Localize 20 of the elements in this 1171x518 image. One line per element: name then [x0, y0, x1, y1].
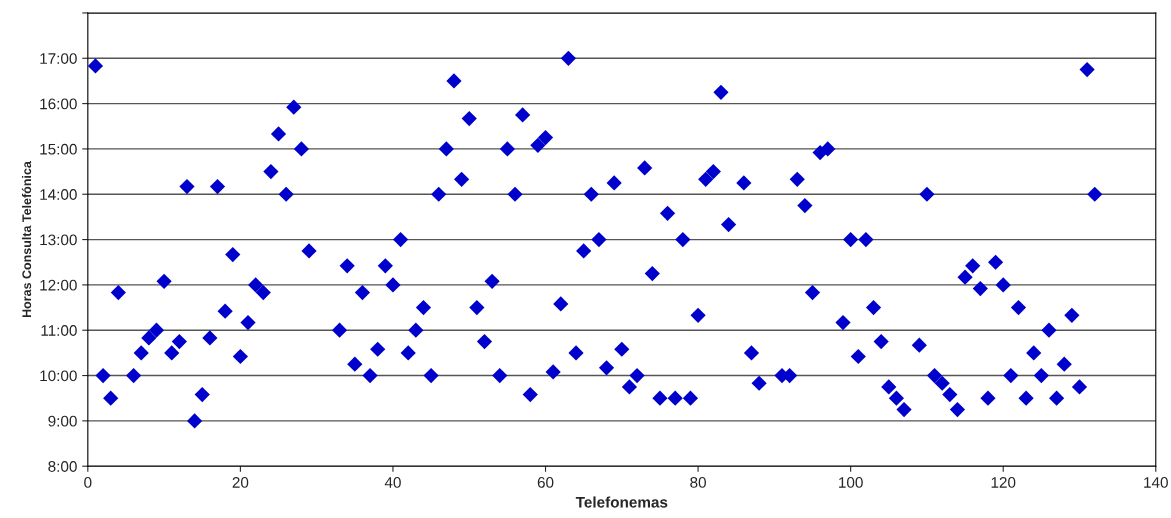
y-tick-label: 17:00 [40, 53, 77, 64]
y-tick-label: 12:00 [40, 279, 77, 291]
x-tick-label: 60 [537, 477, 554, 488]
x-axis-title: Telefonemas [575, 496, 668, 508]
x-tick-label: 100 [839, 477, 863, 488]
y-tick-label: 9:00 [48, 415, 77, 427]
x-tick-label: 120 [991, 477, 1016, 488]
y-tick-label: 8:00 [48, 461, 77, 472]
x-tick-label: 40 [384, 477, 401, 488]
y-tick-label: 15:00 [40, 143, 77, 155]
x-tick-label: 0 [84, 477, 92, 488]
y-tick-label: 11:00 [41, 325, 77, 336]
y-tick-label: 14:00 [40, 189, 77, 200]
y-tick-label: 13:00 [40, 234, 77, 246]
y-tick-label: 16:00 [40, 98, 77, 110]
x-tick-label: 80 [690, 477, 706, 488]
y-tick-label: 10:00 [40, 370, 77, 382]
y-axis-title: Horas Consulta Telefónica [21, 161, 32, 318]
x-tick-label: 140 [1144, 477, 1168, 488]
x-tick-label: 20 [232, 477, 249, 488]
